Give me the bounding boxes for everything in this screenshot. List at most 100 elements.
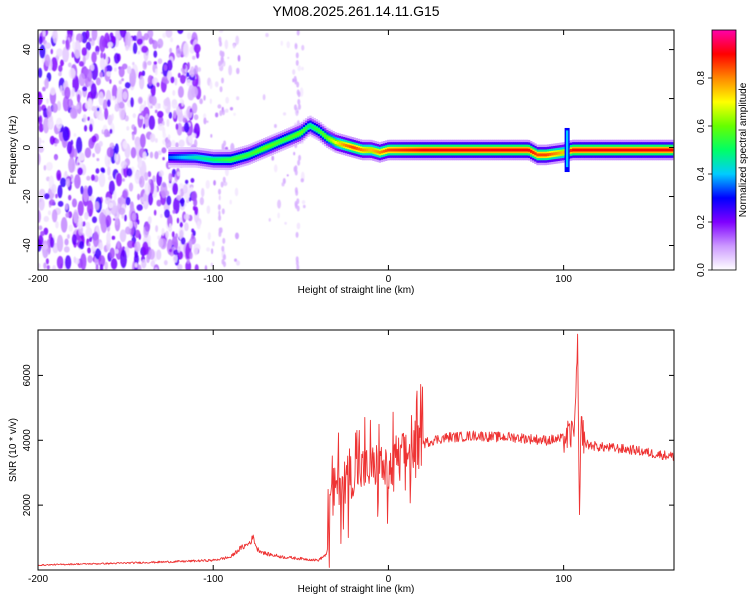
- ridge-cell: [479, 148, 482, 152]
- ridge-cell: [191, 155, 194, 159]
- noise-blob: [139, 133, 146, 148]
- noise-blob: [122, 91, 128, 100]
- noise-blob: [98, 91, 104, 106]
- noise-blob: [166, 195, 172, 206]
- ridge-cell: [349, 145, 352, 149]
- noise-blob: [134, 229, 141, 239]
- noise-streak: [223, 261, 227, 268]
- noise-blob: [75, 104, 80, 110]
- noise-blob: [115, 218, 119, 226]
- noise-blob: [92, 231, 99, 248]
- noise-blob: [186, 258, 190, 264]
- noise-blob: [118, 207, 126, 215]
- ridge-cell: [317, 129, 321, 133]
- ridge-cell: [445, 148, 449, 152]
- noise-blob: [183, 213, 190, 220]
- noise-blob: [91, 105, 97, 112]
- noise-blob: [188, 240, 193, 249]
- noise-blob: [116, 172, 123, 187]
- noise-blob: [136, 38, 143, 45]
- noise-blob: [193, 43, 201, 54]
- noise-blob: [88, 37, 92, 42]
- ridge-cell: [195, 156, 199, 159]
- ridge-cell: [258, 148, 262, 152]
- noise-blob: [122, 140, 128, 150]
- noise-blob: [73, 209, 79, 224]
- noise-blob: [55, 138, 60, 144]
- noise-blob: [124, 82, 131, 89]
- ridge-cell: [326, 136, 329, 140]
- noise-blob: [73, 256, 77, 264]
- snr-y-axis: 2000 4000 6000: [22, 364, 674, 516]
- noise-blob: [95, 264, 99, 270]
- ridge-cell: [643, 148, 646, 152]
- noise-blob: [62, 46, 70, 63]
- y-tick-label: 40: [22, 44, 33, 56]
- ridge-cell: [420, 148, 424, 152]
- ridge-cell: [433, 148, 436, 152]
- noise-blob: [96, 158, 100, 162]
- ridge-cell: [263, 146, 266, 150]
- noise-blob: [146, 254, 150, 263]
- noise-blob: [128, 182, 134, 192]
- noise-blob: [143, 201, 147, 206]
- noise-blob: [176, 263, 183, 270]
- snr-panel: -200 -100 0 100 2000 4000 6000 Height of stra…: [8, 329, 675, 595]
- ridge-cell: [639, 148, 642, 152]
- noise-blob: [281, 182, 285, 187]
- noise-blob: [74, 174, 81, 189]
- ridge-cell: [618, 148, 621, 152]
- ridge-spike-core: [565, 130, 569, 168]
- ridge-cell: [601, 148, 604, 152]
- ridge-cell: [647, 148, 651, 152]
- noise-blob: [38, 263, 41, 269]
- noise-blob: [98, 212, 106, 226]
- noise-blob: [210, 262, 214, 267]
- ridge-cell: [574, 148, 577, 152]
- ridge-cell: [443, 148, 447, 152]
- ridge-cell: [267, 145, 270, 148]
- ridge-cell: [347, 144, 350, 148]
- noise-blob: [143, 114, 150, 128]
- noise-blob: [153, 61, 158, 65]
- ridge-cell: [408, 148, 411, 152]
- ridge-cell: [546, 153, 550, 157]
- noise-blob: [99, 57, 105, 70]
- noise-blob: [94, 201, 100, 211]
- noise-blob: [130, 147, 137, 159]
- ridge-cell: [492, 148, 495, 152]
- y-tick-label: 2000: [22, 494, 33, 517]
- noise-blob: [40, 230, 45, 237]
- noise-blob: [157, 150, 162, 156]
- ridge-cell: [252, 151, 255, 155]
- ridge-cell: [654, 148, 657, 152]
- noise-blob: [109, 79, 112, 84]
- ridge-cell: [416, 148, 419, 152]
- noise-blob: [180, 74, 186, 84]
- noise-blob: [84, 147, 92, 158]
- ridge-cell: [254, 150, 258, 154]
- ridge-cell: [168, 155, 171, 159]
- noise-blob: [54, 155, 58, 161]
- noise-blob: [73, 133, 77, 137]
- noise-blob: [225, 96, 230, 104]
- noise-blob: [206, 120, 209, 123]
- noise-blob: [186, 72, 190, 78]
- noise-blob: [153, 50, 158, 58]
- noise-blob: [142, 241, 149, 256]
- noise-blob: [179, 98, 184, 104]
- noise-blob: [85, 30, 90, 40]
- noise-blob: [82, 185, 89, 202]
- noise-blob: [227, 56, 230, 60]
- ridge-cell: [664, 148, 667, 152]
- noise-blob: [273, 164, 278, 173]
- noise-blob: [180, 237, 186, 245]
- noise-blob: [125, 44, 129, 52]
- ridge-cell: [355, 146, 358, 150]
- noise-blob: [85, 227, 93, 238]
- noise-blob: [199, 98, 203, 105]
- noise-blob: [148, 37, 153, 45]
- noise-blob: [137, 113, 144, 128]
- noise-blob: [68, 224, 73, 232]
- noise-blob: [177, 250, 184, 260]
